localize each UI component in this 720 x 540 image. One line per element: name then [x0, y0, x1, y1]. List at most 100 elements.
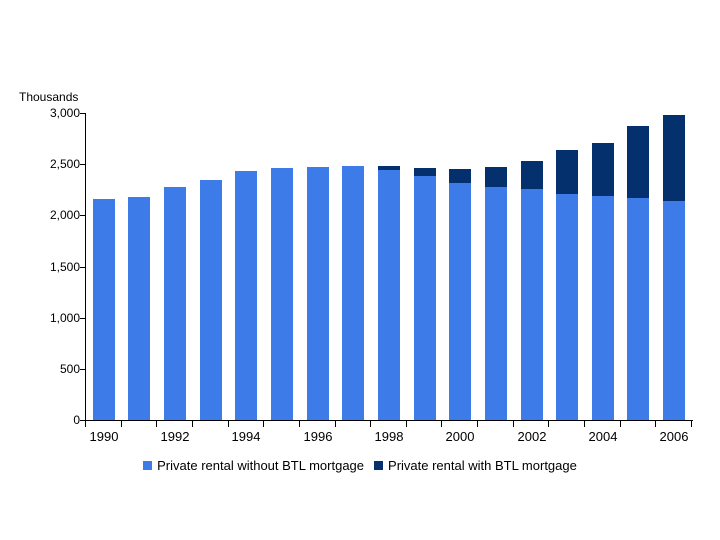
x-tick	[192, 421, 193, 427]
y-tick	[80, 113, 85, 114]
bar-slot-1997	[335, 113, 371, 420]
y-tick	[80, 267, 85, 268]
bar-group-1993	[199, 179, 222, 420]
y-axis-label: 1,000	[49, 311, 80, 325]
bar-segment-without-btl-mortgage	[627, 198, 650, 420]
x-axis-line	[85, 420, 693, 421]
bar-group-1995	[271, 167, 294, 420]
x-tick	[477, 421, 478, 427]
bar-segment-with-btl-mortgage	[591, 142, 614, 196]
x-tick	[620, 421, 621, 427]
bar-segment-with-btl-mortgage	[413, 167, 436, 177]
x-tick	[85, 421, 86, 427]
y-axis-label: 1,500	[49, 260, 80, 274]
x-axis-label: 1990	[89, 429, 119, 444]
bar-slot-1996	[300, 113, 336, 420]
y-axis-line	[85, 113, 86, 421]
bar-group-1992	[164, 186, 187, 420]
bar-group-2001	[484, 166, 507, 420]
bar-group-2004	[591, 142, 614, 420]
legend-label: Private rental with BTL mortgage	[388, 458, 577, 473]
bar-segment-with-btl-mortgage	[627, 126, 650, 199]
bar-slot-2002	[514, 113, 550, 420]
y-tick	[80, 215, 85, 216]
bar-group-2006	[663, 115, 686, 420]
y-axis-label: 2,000	[49, 208, 80, 222]
legend-item: Private rental without BTL mortgage	[143, 458, 364, 473]
x-tick	[548, 421, 549, 427]
bar-segment-without-btl-mortgage	[520, 189, 543, 420]
y-tick	[80, 318, 85, 319]
x-tick	[691, 421, 692, 427]
bar-segment-without-btl-mortgage	[164, 186, 187, 420]
bar-slot-1991	[122, 113, 158, 420]
x-axis-label: 2002	[517, 429, 547, 444]
bar-segment-without-btl-mortgage	[377, 170, 400, 420]
legend-label: Private rental without BTL mortgage	[157, 458, 365, 473]
bar-segment-with-btl-mortgage	[663, 115, 686, 201]
bar-group-2002	[520, 161, 543, 420]
bar-slot-1999	[407, 113, 443, 420]
bar-group-2000	[449, 168, 472, 420]
x-tick	[584, 421, 585, 427]
plot-area	[86, 113, 692, 420]
bar-group-1998	[377, 165, 400, 420]
x-axis-label: 2000	[445, 429, 475, 444]
x-axis-label: 1994	[231, 429, 261, 444]
x-axis-label: 1998	[374, 429, 404, 444]
legend-item: Private rental with BTL mortgage	[374, 458, 577, 473]
legend-swatch-icon	[374, 461, 384, 470]
bar-slot-2001	[478, 113, 514, 420]
bar-slot-2003	[549, 113, 585, 420]
y-axis-title: Thousands	[19, 90, 79, 104]
x-tick	[370, 421, 371, 427]
bar-segment-without-btl-mortgage	[92, 199, 115, 420]
bar-slot-1993	[193, 113, 229, 420]
bar-segment-without-btl-mortgage	[663, 200, 686, 420]
x-tick	[299, 421, 300, 427]
x-tick	[228, 421, 229, 427]
x-tick	[263, 421, 264, 427]
bar-slot-1990	[86, 113, 122, 420]
bar-group-1991	[128, 196, 151, 420]
x-tick	[655, 421, 656, 427]
y-axis-label: 2,500	[49, 157, 80, 171]
bar-segment-without-btl-mortgage	[413, 176, 436, 420]
bar-group-1999	[413, 167, 436, 420]
bar-group-1996	[306, 166, 329, 420]
bar-group-1990	[92, 199, 115, 420]
bar-group-2005	[627, 126, 650, 420]
x-tick	[513, 421, 514, 427]
bar-segment-with-btl-mortgage	[556, 149, 579, 194]
bar-segment-without-btl-mortgage	[556, 193, 579, 420]
x-tick	[441, 421, 442, 427]
bar-group-1994	[235, 171, 258, 420]
bar-segment-without-btl-mortgage	[449, 182, 472, 420]
bar-group-2003	[556, 149, 579, 420]
bar-segment-without-btl-mortgage	[271, 167, 294, 420]
y-tick	[80, 164, 85, 165]
bar-segment-with-btl-mortgage	[484, 166, 507, 188]
bar-segment-without-btl-mortgage	[128, 196, 151, 420]
legend: Private rental without BTL mortgage Priva…	[0, 458, 720, 473]
bar-segment-without-btl-mortgage	[306, 166, 329, 420]
bar-group-1997	[342, 165, 365, 420]
bar-segment-with-btl-mortgage	[449, 168, 472, 183]
bar-slot-2006	[656, 113, 692, 420]
x-tick	[406, 421, 407, 427]
bar-slot-1995	[264, 113, 300, 420]
x-tick	[335, 421, 336, 427]
bar-slot-2004	[585, 113, 621, 420]
y-axis-label: 500	[59, 362, 80, 376]
bar-slot-1992	[157, 113, 193, 420]
bar-segment-with-btl-mortgage	[377, 165, 400, 171]
bar-segment-without-btl-mortgage	[342, 165, 365, 420]
x-axis-label: 1996	[303, 429, 333, 444]
x-axis-label: 1992	[160, 429, 190, 444]
x-tick	[121, 421, 122, 427]
bar-segment-without-btl-mortgage	[199, 179, 222, 420]
y-axis-label: 0	[73, 413, 80, 427]
bar-slot-1994	[229, 113, 265, 420]
bar-segment-with-btl-mortgage	[520, 161, 543, 190]
